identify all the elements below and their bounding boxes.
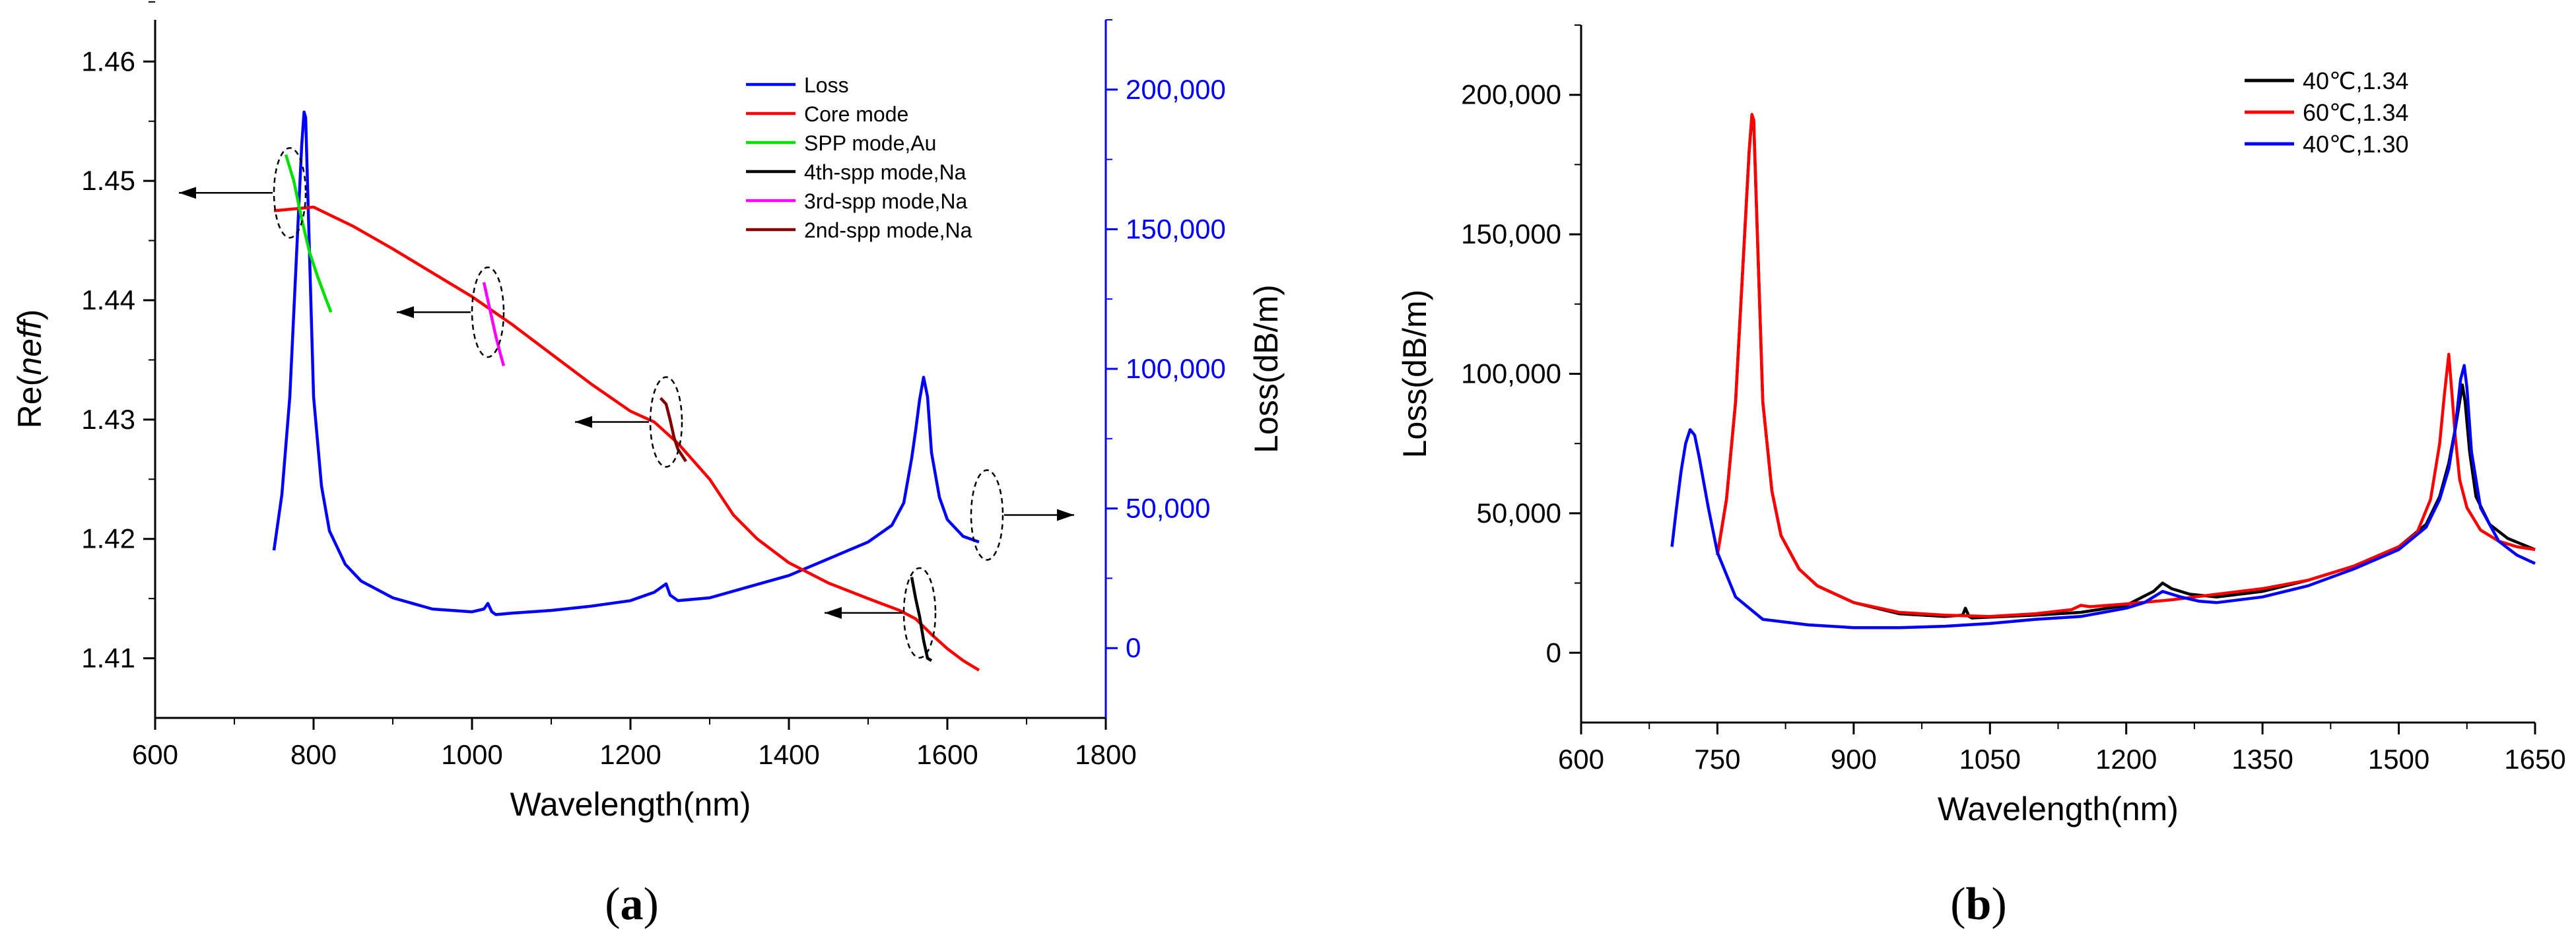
legend-label: 4th-spp mode,Na: [804, 160, 966, 184]
x-tick-label: 1000: [441, 739, 502, 770]
y-axis-left-label-part: Re(: [11, 375, 48, 428]
x-tick-label: 1800: [1075, 739, 1136, 770]
x-tick-label: 1200: [2095, 744, 2157, 775]
legend-label: 40℃,1.34: [2303, 67, 2409, 94]
series-line-core-mode: [273, 205, 980, 672]
y-left-tick-label: 1.42: [81, 523, 135, 554]
y-axis-left-label-italic: neff: [11, 317, 48, 375]
y-axis-right-label: Loss(dB/m): [1248, 284, 1285, 453]
y-right-tick-label: 0: [1126, 632, 1141, 663]
x-tick-label: 600: [1558, 744, 1604, 775]
y-left-tick-label: 1.44: [81, 284, 135, 315]
annotation-arrow-head: [397, 306, 414, 319]
legend-label: Core mode: [804, 102, 908, 126]
x-tick-label: 1350: [2231, 744, 2293, 775]
panel-b-label: (b): [1950, 879, 2007, 930]
y-right-tick-label: 50,000: [1126, 493, 1210, 524]
x-tick-label: 1650: [2504, 744, 2565, 775]
series-line-2nd-spp-mode-na: [659, 397, 687, 463]
legend-label: 40℃,1.30: [2303, 131, 2409, 158]
annotation-ellipse: [902, 567, 937, 659]
y-right-tick-label: 100,000: [1126, 353, 1226, 384]
y-left-tick-label: 1.41: [81, 643, 135, 674]
x-axis-label: Wavelength(nm): [510, 786, 751, 823]
annotation-ellipse: [273, 146, 307, 239]
annotation-arrow-head: [179, 187, 196, 199]
panel-b-chart: 600 750 900 1050 1200 1350 1500 1650 Wavelength(…: [1396, 24, 2566, 827]
y-right-tick-label: 150,000: [1126, 213, 1226, 244]
x-tick-label: 750: [1694, 744, 1740, 775]
y-axis-left-label: Re(neff): [11, 309, 48, 429]
y-axis-left-label-part: ): [11, 309, 48, 321]
x-tick-label: 1050: [1959, 744, 2021, 775]
series-line-loss: [272, 110, 980, 616]
annotation-ellipse: [970, 469, 1004, 561]
series-line-3rd-spp-mode-na: [482, 282, 506, 367]
legend-label: 2nd-spp mode,Na: [804, 218, 972, 242]
y-tick-label: 150,000: [1461, 218, 1561, 249]
x-tick-label: 1500: [2368, 744, 2429, 775]
series-line-40-1-30: [1670, 364, 2536, 629]
y-axis-label: Loss(dB/m): [1396, 290, 1433, 459]
y-tick-label: 50,000: [1477, 498, 1561, 529]
y-left-tick-label: 1.45: [81, 165, 135, 196]
annotation-ellipse: [471, 266, 505, 358]
panel-a-label: (a): [605, 879, 659, 930]
y-tick-label: 200,000: [1461, 79, 1561, 110]
x-tick-label: 1400: [758, 739, 819, 770]
series-line-spp-mode-au: [284, 154, 333, 313]
legend-label: 3rd-spp mode,Na: [804, 189, 967, 213]
y-tick-label: 0: [1546, 637, 1561, 668]
x-tick-label: 600: [132, 739, 178, 770]
x-tick-label: 800: [290, 739, 337, 770]
x-tick-label: 1600: [916, 739, 978, 770]
panel-a-chart: 600 800 1000 1200 1400 1600 1800 Wavelength(nm)…: [11, 1, 1285, 823]
series-line-4th-spp-mode-na: [910, 577, 933, 662]
y-tick-label: 100,000: [1461, 358, 1561, 389]
annotation-arrow-head: [1057, 509, 1074, 521]
legend-label: SPP mode,Au: [804, 131, 936, 155]
annotation-arrow-head: [575, 416, 592, 428]
annotation-arrow-head: [825, 606, 842, 619]
series-line-60-1-34: [1716, 113, 2536, 618]
legend-label: Loss: [804, 73, 849, 97]
series-line-40-1-34: [1716, 115, 2536, 620]
annotation-ellipse: [649, 376, 683, 468]
y-right-tick-label: 200,000: [1126, 74, 1226, 105]
y-left-tick-label: 1.43: [81, 404, 135, 435]
x-axis-label: Wavelength(nm): [1938, 790, 2179, 827]
y-left-tick-label: 1.46: [81, 46, 135, 77]
x-tick-label: 900: [1831, 744, 1877, 775]
x-tick-label: 1200: [599, 739, 661, 770]
legend-label: 60℃,1.34: [2303, 99, 2409, 126]
